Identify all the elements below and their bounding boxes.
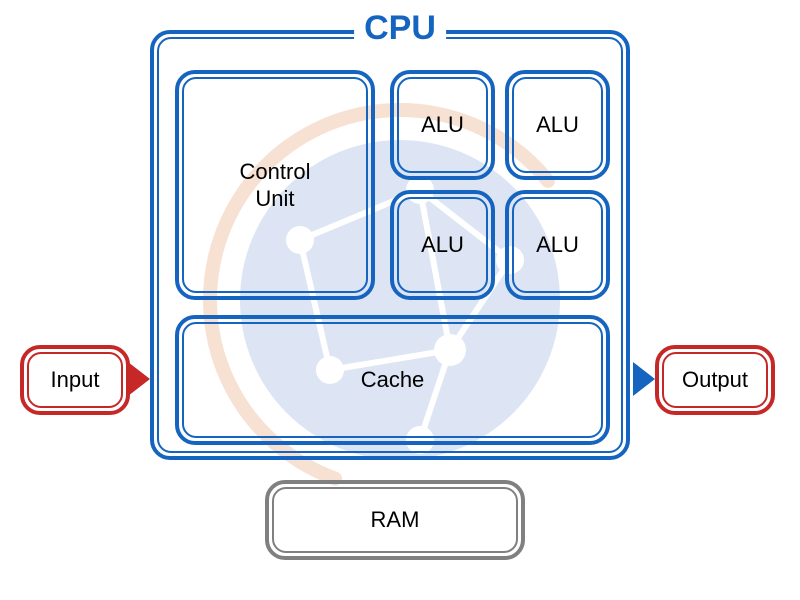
output-label: Output <box>655 345 775 415</box>
cache-label: Cache <box>175 315 610 445</box>
input-label: Input <box>20 345 130 415</box>
arrow-right-icon <box>128 362 150 396</box>
arrow-right-icon <box>633 362 655 396</box>
alu-label: ALU <box>505 70 610 180</box>
alu-label: ALU <box>505 190 610 300</box>
ram-label: RAM <box>265 480 525 560</box>
control-unit-label: Control Unit <box>175 70 375 300</box>
cpu-title: CPU <box>354 9 446 48</box>
alu-label: ALU <box>390 70 495 180</box>
alu-label: ALU <box>390 190 495 300</box>
diagram-canvas: CPU Control Unit ALU ALU ALU ALU Cache I… <box>0 0 800 600</box>
